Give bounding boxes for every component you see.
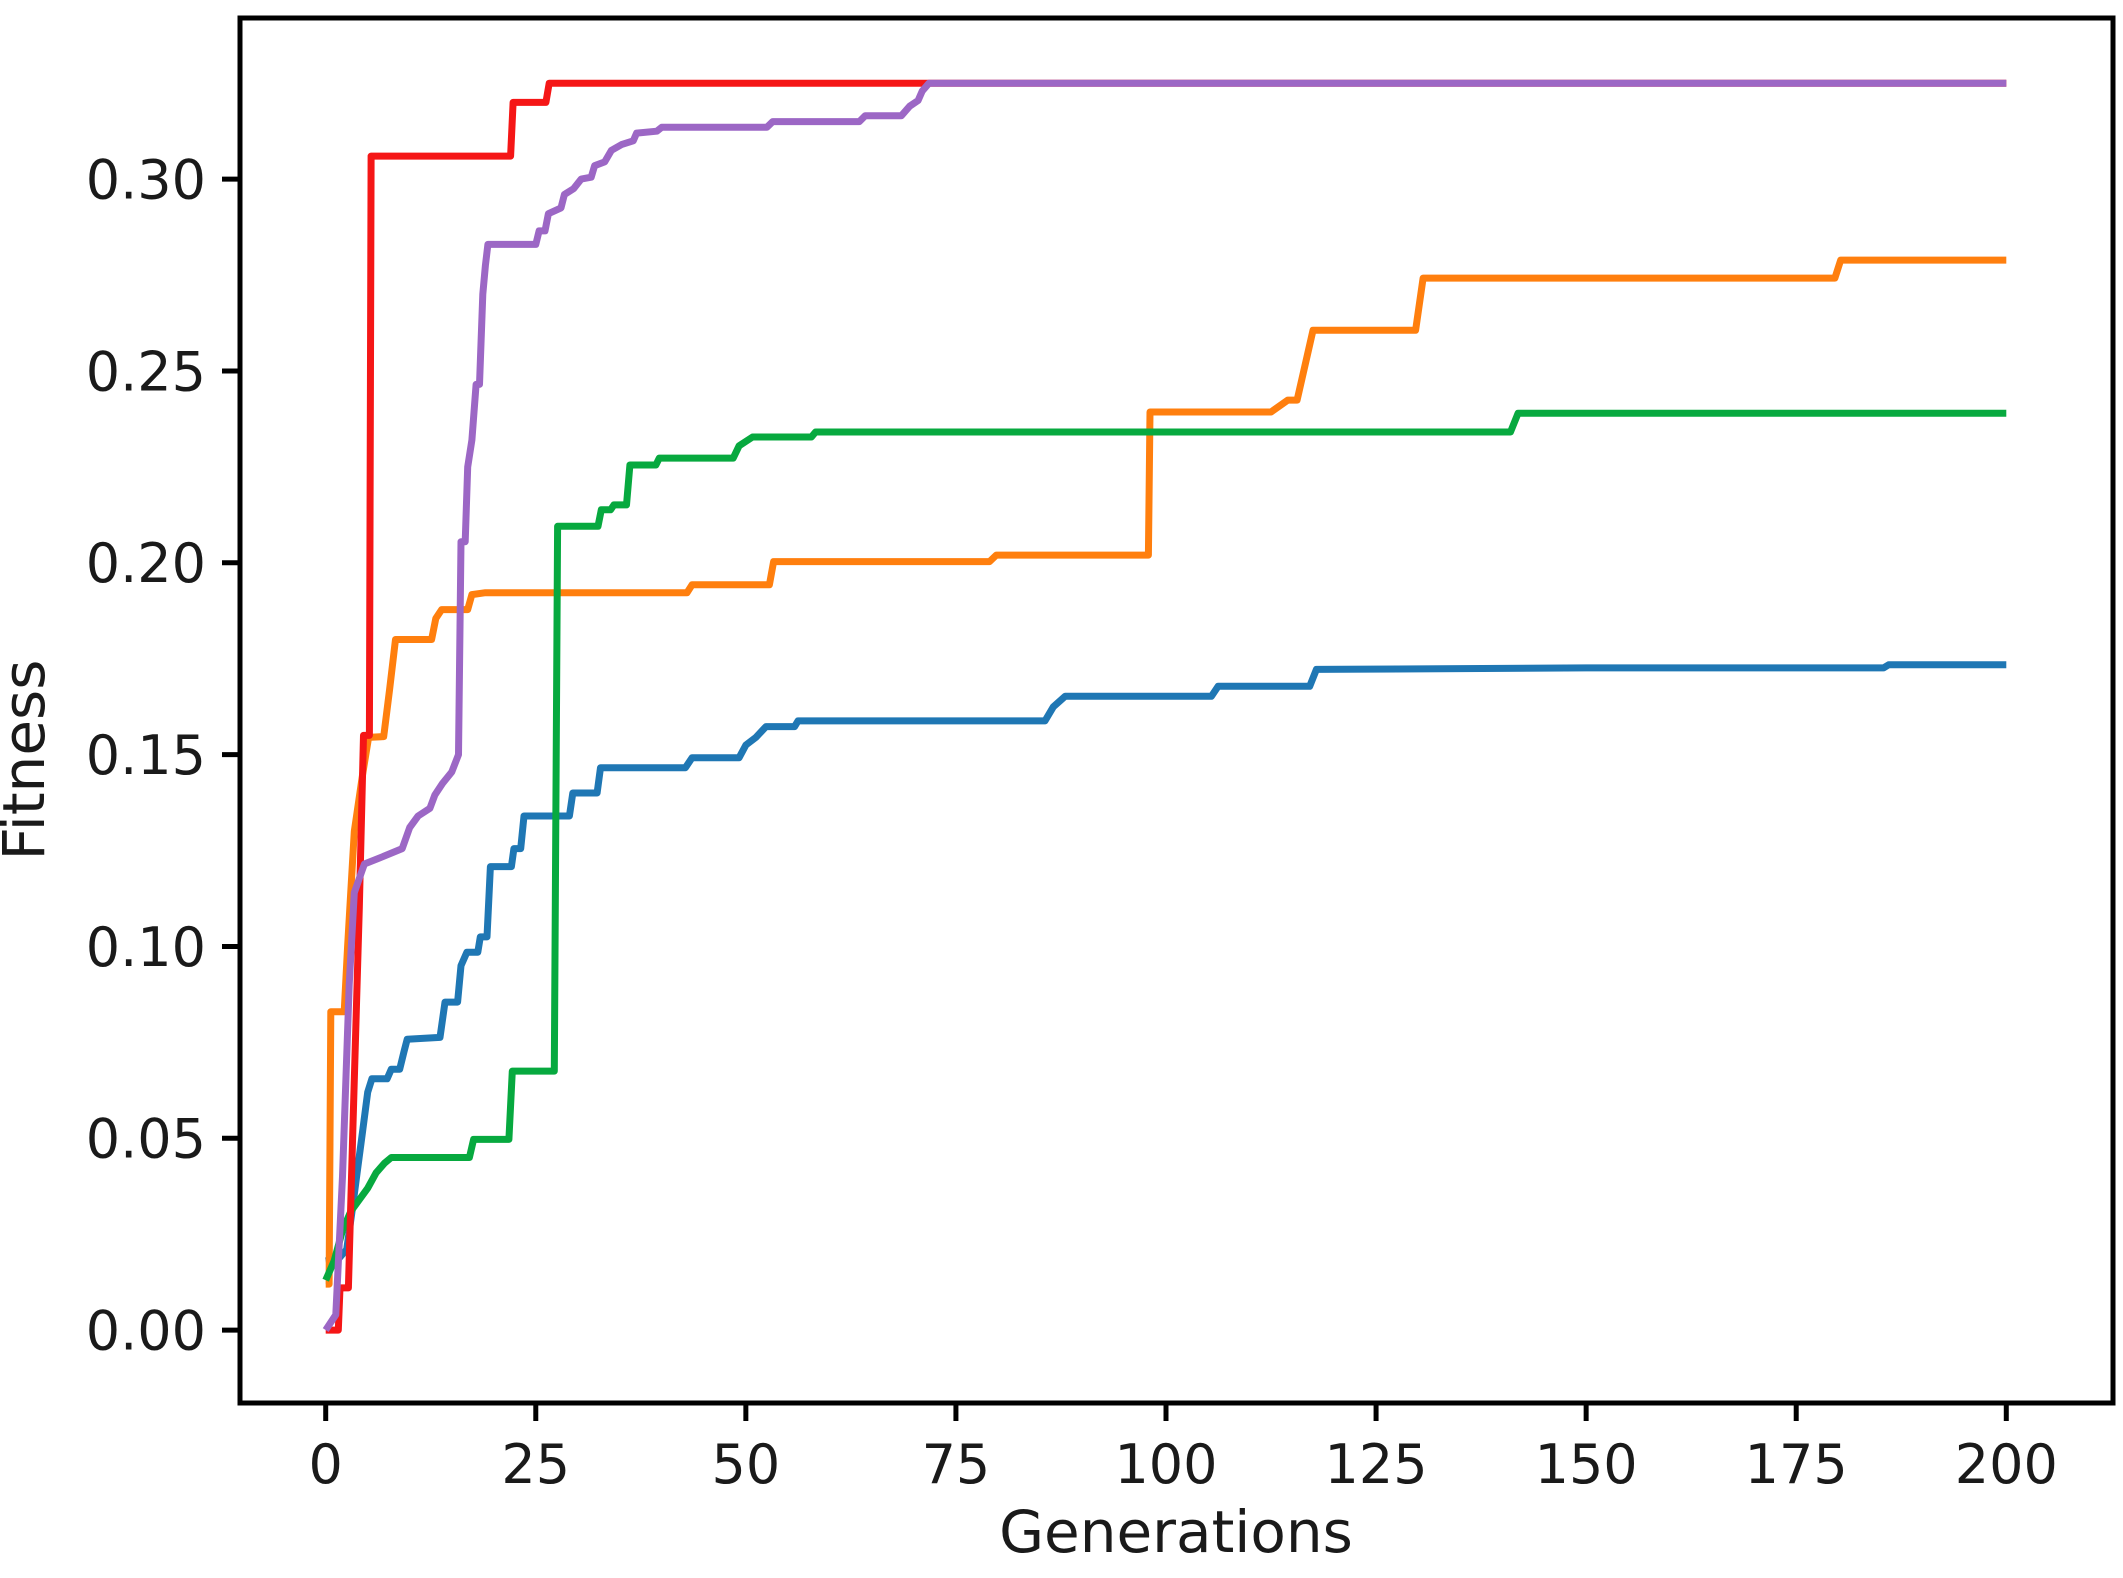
y-tick-label: 0.15	[86, 724, 206, 787]
series-line-purple-run	[322, 79, 2007, 1333]
x-tick-label: 175	[1745, 1433, 1848, 1496]
x-tick-label: 150	[1535, 1433, 1638, 1496]
y-tick-label: 0.25	[86, 340, 206, 403]
x-tick-label: 75	[922, 1433, 991, 1496]
y-tick-label: 0.10	[86, 916, 206, 979]
y-axis-label: Fitness	[0, 660, 58, 861]
y-tick-label: 0.30	[86, 149, 206, 212]
y-tick-label: 0.00	[86, 1300, 206, 1363]
x-tick-label: 0	[309, 1433, 343, 1496]
x-tick-label: 200	[1955, 1433, 2058, 1496]
x-tick-label: 25	[501, 1433, 570, 1496]
y-tick-label: 0.05	[86, 1108, 206, 1171]
x-tick-label: 50	[711, 1433, 780, 1496]
series-line-red-run	[325, 79, 2007, 1334]
x-axis-label: Generations	[999, 1498, 1353, 1566]
x-tick-label: 125	[1325, 1433, 1428, 1496]
y-tick-label: 0.20	[86, 532, 206, 595]
series-line-blue-run	[325, 661, 2007, 1265]
series-line-green-run	[322, 409, 2007, 1282]
plot-spines	[237, 15, 2116, 1406]
x-tick-label: 100	[1114, 1433, 1217, 1496]
